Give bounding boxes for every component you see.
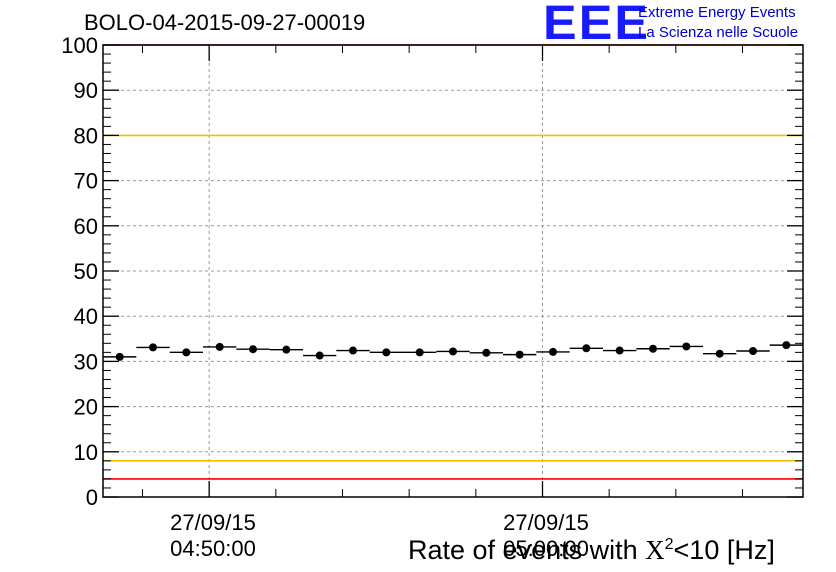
data-points (103, 341, 803, 361)
y-tick-label: 20 (74, 395, 98, 420)
y-tick-label: 70 (74, 169, 98, 194)
y-tick-labels: 0 10 20 30 40 50 60 70 80 90 100 (61, 33, 98, 510)
y-tick-label: 100 (61, 33, 98, 58)
x-tick-label-1: 27/09/15 04:50:00 (158, 510, 268, 562)
logo-line-2: La Scienza nelle Scuole (638, 24, 799, 41)
y-tick-label: 40 (74, 304, 98, 329)
y-tick-label: 30 (74, 349, 98, 374)
data-point (582, 344, 591, 353)
y-tick-label: 50 (74, 259, 98, 284)
data-point (315, 351, 324, 360)
data-point (149, 343, 157, 352)
data-point (382, 348, 391, 357)
data-point (782, 341, 791, 350)
grid-lines (103, 45, 803, 497)
data-point (749, 347, 757, 356)
x-tick-time-1: 04:50:00 (170, 536, 256, 561)
x-axis-title: Rate of events with X2<10 [Hz] (408, 535, 775, 566)
data-point (682, 342, 691, 351)
data-point (115, 352, 124, 361)
eee-logo: EEE (543, 0, 651, 50)
axis-ticks (103, 44, 803, 498)
logo-text: Extreme Energy Events La Scienza nelle S… (638, 3, 798, 43)
data-point (349, 346, 357, 355)
x-axis-title-sup: 2 (664, 536, 674, 553)
data-point (449, 347, 457, 356)
data-point (249, 345, 257, 354)
x-tick-time-2: 05:00:00 (503, 536, 589, 561)
data-point (282, 345, 291, 354)
y-tick-label: 0 (86, 485, 98, 510)
data-point (715, 349, 724, 358)
x-axis-title-symbol: X (645, 535, 665, 565)
x-tick-date-1: 27/09/15 (170, 510, 256, 535)
y-tick-label: 10 (74, 440, 98, 465)
logo-line-1: Extreme Energy Events (638, 4, 796, 21)
data-point (649, 344, 657, 353)
x-axis-title-suffix: <10 [Hz] (673, 535, 775, 565)
data-point (182, 348, 191, 357)
data-point (482, 348, 491, 357)
data-point (615, 346, 624, 355)
x-axis-title-prefix: Rate of events with (408, 535, 646, 565)
reference-lines (103, 44, 803, 480)
data-point (515, 350, 524, 359)
y-tick-label: 60 (74, 214, 98, 239)
data-point (549, 347, 557, 356)
data-point (215, 342, 224, 351)
x-tick-label-2: 27/09/15 05:00:00 (491, 510, 601, 562)
y-tick-label: 90 (74, 78, 98, 103)
chart-title: BOLO-04-2015-09-27-00019 (84, 10, 366, 35)
x-tick-date-2: 27/09/15 (503, 510, 589, 535)
data-point (415, 348, 424, 357)
y-tick-label: 80 (74, 123, 98, 148)
